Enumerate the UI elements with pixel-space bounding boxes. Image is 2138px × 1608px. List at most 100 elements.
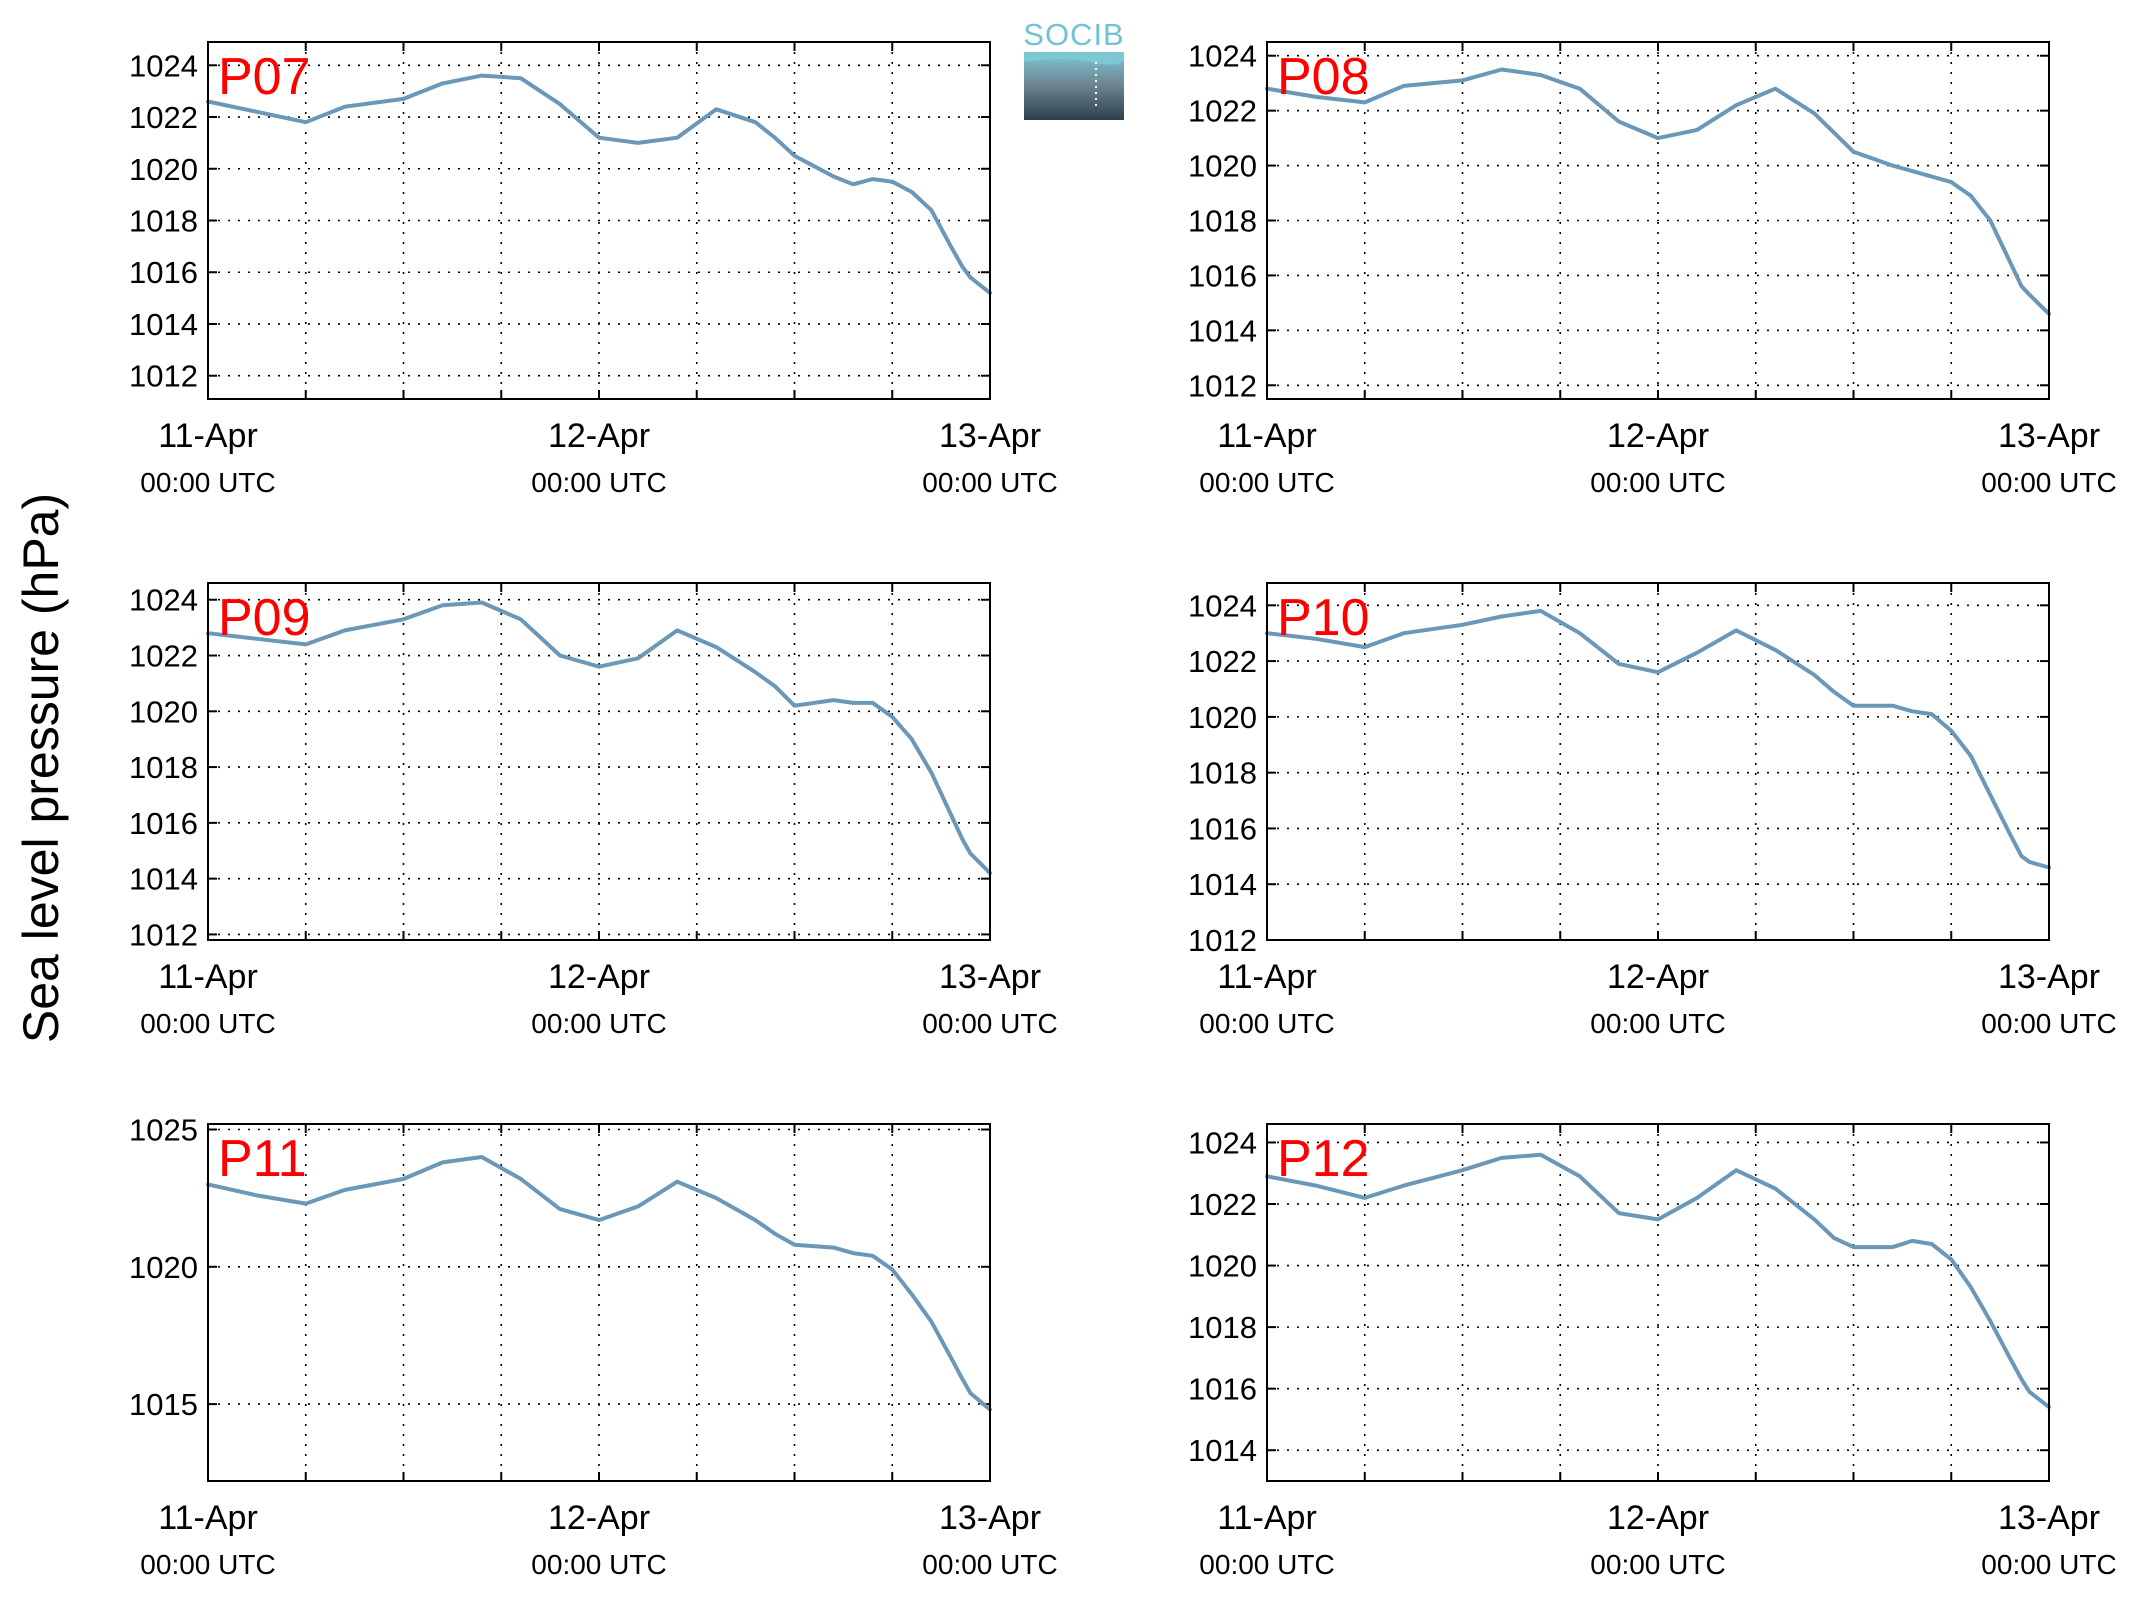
y-tick-label: 1018 xyxy=(1188,204,1257,239)
x-tick-date-label: 13-Apr xyxy=(1998,417,2100,455)
socib-logo-text: SOCIB xyxy=(1023,17,1124,52)
x-tick-date-label: 11-Apr xyxy=(1217,417,1317,455)
x-tick-date-label: 13-Apr xyxy=(1998,1499,2100,1537)
x-tick-date-label: 13-Apr xyxy=(939,417,1041,455)
y-tick-label: 1024 xyxy=(1188,1125,1257,1160)
panel-p11: 1015 1020 1025 11-Apr 00:00 UTC 12-Apr 00:00 U… xyxy=(129,1112,1058,1580)
x-tick-time-label: 00:00 UTC xyxy=(1981,1549,2116,1580)
x-tick-time-label: 00:00 UTC xyxy=(1981,1008,2116,1039)
y-tick-label: 1020 xyxy=(1188,149,1257,184)
x-tick-date-label: 12-Apr xyxy=(1607,958,1709,996)
x-tick-date-label: 12-Apr xyxy=(548,958,650,996)
panel-label: P10 xyxy=(1277,589,1370,647)
y-tick-label: 1022 xyxy=(1188,644,1257,679)
x-tick-date-label: 11-Apr xyxy=(158,958,258,996)
x-tick-time-label: 00:00 UTC xyxy=(531,1549,666,1580)
x-tick-date-label: 12-Apr xyxy=(548,417,650,455)
y-tick-label: 1014 xyxy=(129,307,198,342)
series-line-p07 xyxy=(206,73,992,295)
socib-logo: SOCIB xyxy=(1023,17,1124,120)
axes-frame xyxy=(1266,1123,2050,1482)
y-tick-label: 1024 xyxy=(129,48,198,83)
y-tick-label: 1014 xyxy=(1188,867,1257,902)
axes-frame xyxy=(207,582,991,941)
series-line-p10 xyxy=(1265,608,2051,870)
y-tick-label: 1012 xyxy=(129,359,198,394)
y-tick-label: 1016 xyxy=(1188,1372,1257,1407)
x-tick-date-label: 12-Apr xyxy=(548,1499,650,1537)
x-tick-date-label: 13-Apr xyxy=(939,1499,1041,1537)
x-tick-time-label: 00:00 UTC xyxy=(922,1008,1057,1039)
x-tick-date-label: 11-Apr xyxy=(158,417,258,455)
axes-frame xyxy=(1266,41,2050,400)
y-tick-label: 1022 xyxy=(129,100,198,135)
panel-label: P11 xyxy=(218,1130,307,1188)
panel-p10: 1012 1014 1016 1018 1020 1022 1024 11-Apr 00:00 … xyxy=(1188,582,2117,1039)
x-tick-time-label: 00:00 UTC xyxy=(1981,467,2116,498)
y-tick-label: 1022 xyxy=(129,639,198,674)
y-tick-label: 1012 xyxy=(129,917,198,952)
x-tick-date-label: 12-Apr xyxy=(1607,417,1709,455)
y-tick-label: 1024 xyxy=(129,583,198,618)
panel-p08: 1012 1014 1016 1018 1020 1022 1024 11-Apr 00:00 … xyxy=(1188,39,2117,498)
x-tick-time-label: 00:00 UTC xyxy=(1590,467,1725,498)
x-tick-date-label: 12-Apr xyxy=(1607,1499,1709,1537)
y-tick-label: 1020 xyxy=(1188,700,1257,735)
y-tick-label: 1012 xyxy=(1188,368,1257,403)
y-tick-label: 1025 xyxy=(129,1112,198,1147)
y-tick-label: 1024 xyxy=(1188,39,1257,74)
x-tick-time-label: 00:00 UTC xyxy=(531,1008,666,1039)
panel-p12: 1014 1016 1018 1020 1022 1024 11-Apr 00:00 UTC 1… xyxy=(1188,1123,2117,1580)
y-tick-label: 1016 xyxy=(129,255,198,290)
y-tick-label: 1022 xyxy=(1188,1187,1257,1222)
x-tick-date-label: 11-Apr xyxy=(1217,1499,1317,1537)
y-tick-label: 1018 xyxy=(129,204,198,239)
y-tick-label: 1014 xyxy=(129,862,198,897)
x-tick-time-label: 00:00 UTC xyxy=(140,1549,275,1580)
y-tick-label: 1022 xyxy=(1188,94,1257,129)
y-tick-label: 1016 xyxy=(1188,811,1257,846)
panel-label: P12 xyxy=(1277,1130,1370,1188)
x-tick-time-label: 00:00 UTC xyxy=(140,1008,275,1039)
panel-p07: 1012 1014 1016 1018 1020 1022 1024 11-Apr 00:00 … xyxy=(129,41,1058,498)
panel-label: P09 xyxy=(218,589,311,647)
series-line-p08 xyxy=(1265,67,2051,316)
y-tick-label: 1014 xyxy=(1188,313,1257,348)
x-tick-time-label: 00:00 UTC xyxy=(922,467,1057,498)
y-tick-label: 1014 xyxy=(1188,1433,1257,1468)
y-tick-label: 1012 xyxy=(1188,923,1257,958)
panel-label: P08 xyxy=(1277,48,1370,106)
panel-p09: 1012 1014 1016 1018 1020 1022 1024 11-Apr 00:00 … xyxy=(129,582,1058,1039)
series-line-p11 xyxy=(206,1155,992,1412)
x-tick-time-label: 00:00 UTC xyxy=(1199,467,1334,498)
y-tick-label: 1024 xyxy=(1188,588,1257,623)
axes-frame xyxy=(207,1123,991,1482)
y-tick-label: 1018 xyxy=(1188,1310,1257,1345)
panel-label: P07 xyxy=(218,48,311,106)
y-tick-label: 1018 xyxy=(1188,756,1257,791)
series-line-p12 xyxy=(1265,1152,2051,1410)
y-tick-label: 1020 xyxy=(129,694,198,729)
x-tick-date-label: 11-Apr xyxy=(1217,958,1317,996)
x-tick-time-label: 00:00 UTC xyxy=(1590,1549,1725,1580)
axes-frame xyxy=(1266,582,2050,941)
x-tick-time-label: 00:00 UTC xyxy=(1199,1549,1334,1580)
x-tick-date-label: 11-Apr xyxy=(158,1499,258,1537)
panels: 1012 1014 1016 1018 1020 1022 1024 11-Apr 00:00 … xyxy=(129,39,2117,1580)
y-tick-label: 1015 xyxy=(129,1387,198,1422)
x-tick-time-label: 00:00 UTC xyxy=(140,467,275,498)
x-tick-date-label: 13-Apr xyxy=(1998,958,2100,996)
x-tick-time-label: 00:00 UTC xyxy=(1590,1008,1725,1039)
y-axis-label: Sea level pressure (hPa) xyxy=(13,493,69,1043)
y-tick-label: 1020 xyxy=(129,152,198,187)
y-tick-label: 1016 xyxy=(129,806,198,841)
axes-frame xyxy=(207,41,991,400)
y-tick-label: 1018 xyxy=(129,750,198,785)
y-tick-label: 1020 xyxy=(1188,1249,1257,1284)
x-tick-time-label: 00:00 UTC xyxy=(1199,1008,1334,1039)
x-tick-time-label: 00:00 UTC xyxy=(922,1549,1057,1580)
x-tick-time-label: 00:00 UTC xyxy=(531,467,666,498)
y-tick-label: 1020 xyxy=(129,1250,198,1285)
series-line-p09 xyxy=(206,600,992,876)
